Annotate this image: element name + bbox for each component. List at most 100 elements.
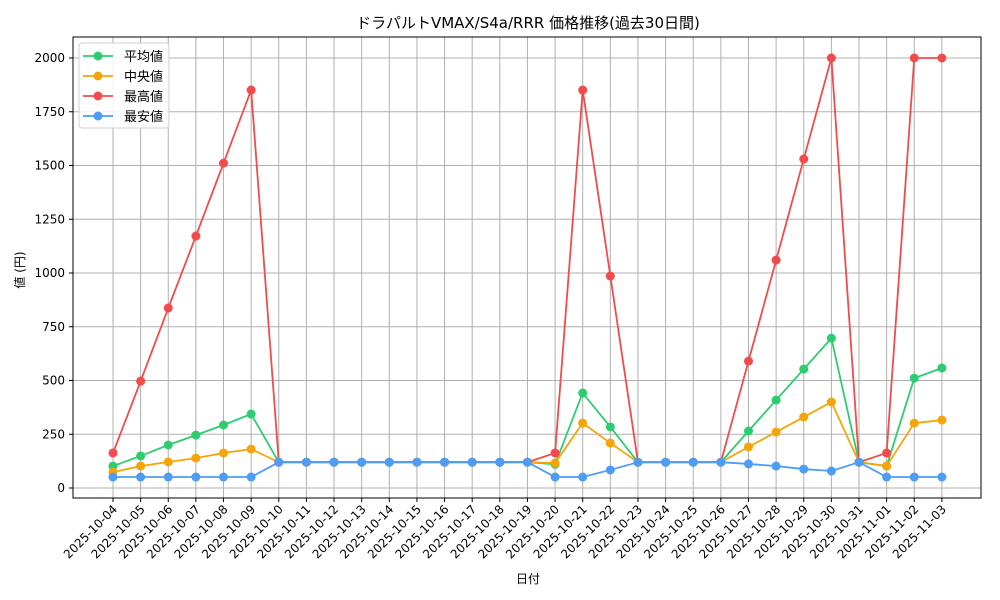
legend-label: 中央値 [124, 69, 163, 85]
data-point [688, 457, 698, 467]
data-point [274, 457, 284, 467]
data-point [826, 333, 836, 343]
data-point [246, 472, 256, 482]
legend-label: 最安値 [124, 109, 163, 125]
data-point [578, 388, 588, 398]
data-point [578, 472, 588, 482]
data-point [578, 85, 588, 95]
data-point [771, 427, 781, 437]
legend-marker-icon [93, 91, 103, 101]
series-3 [108, 457, 947, 482]
data-point [136, 461, 146, 471]
data-point [826, 397, 836, 407]
data-point [937, 363, 947, 373]
data-point [578, 418, 588, 428]
data-point [384, 457, 394, 467]
data-point [605, 465, 615, 475]
data-point [937, 53, 947, 63]
data-point [743, 426, 753, 436]
data-point [716, 457, 726, 467]
data-point [882, 448, 892, 458]
data-point [854, 457, 864, 467]
data-point [329, 457, 339, 467]
data-point [909, 472, 919, 482]
legend-marker-icon [93, 71, 103, 81]
y-tick-label: 1000 [34, 266, 65, 280]
data-point [467, 457, 477, 467]
data-point [799, 412, 809, 422]
data-point [909, 53, 919, 63]
data-point [163, 303, 173, 313]
data-point [826, 53, 836, 63]
data-point [440, 457, 450, 467]
data-point [937, 472, 947, 482]
legend-marker-icon [93, 111, 103, 121]
data-point [136, 376, 146, 386]
data-point [909, 418, 919, 428]
data-point [412, 457, 422, 467]
data-point [219, 448, 229, 458]
data-point [909, 373, 919, 383]
grid-lines [73, 37, 981, 498]
data-point [495, 457, 505, 467]
data-point [882, 461, 892, 471]
data-point [771, 395, 781, 405]
y-tick-label: 250 [42, 427, 65, 441]
data-point [246, 409, 256, 419]
data-point [246, 444, 256, 454]
data-point [163, 457, 173, 467]
legend-label: 平均値 [124, 49, 163, 65]
data-point [550, 458, 560, 468]
y-axis-label: 値 (円) [12, 251, 27, 288]
y-axis: 0 250 500 750 1000 1250 1500 1750 2000 [34, 51, 73, 495]
data-point [826, 466, 836, 476]
data-point [882, 472, 892, 482]
data-point [108, 472, 118, 482]
legend-box [78, 42, 170, 129]
data-point [605, 422, 615, 432]
data-point [301, 457, 311, 467]
y-tick-label: 750 [42, 320, 65, 334]
data-point [799, 154, 809, 164]
chart-title: ドラパルトVMAX/S4a/RRR 価格推移(過去30日間) [356, 14, 700, 32]
data-point [743, 459, 753, 469]
data-point [743, 442, 753, 452]
data-point [219, 472, 229, 482]
data-point [219, 420, 229, 430]
data-point [771, 461, 781, 471]
data-point [605, 438, 615, 448]
data-point [661, 457, 671, 467]
y-tick-label: 1750 [34, 105, 65, 119]
data-point [550, 472, 560, 482]
data-point [799, 464, 809, 474]
data-point [937, 415, 947, 425]
legend-item: 最安値 [83, 109, 163, 125]
data-point [357, 457, 367, 467]
legend-item: 中央値 [83, 69, 163, 85]
data-point [136, 472, 146, 482]
data-point [191, 453, 201, 463]
data-point [136, 451, 146, 461]
y-tick-label: 1250 [34, 212, 65, 226]
legend-item: 最高値 [83, 89, 163, 105]
data-point [191, 231, 201, 241]
data-point [163, 440, 173, 450]
legend-item: 平均値 [83, 49, 163, 65]
y-tick-label: 500 [42, 374, 65, 388]
data-point [522, 457, 532, 467]
y-tick-label: 1500 [34, 159, 65, 173]
data-point [191, 430, 201, 440]
series-layer [108, 53, 947, 482]
data-point [743, 356, 753, 366]
legend-label: 最高値 [124, 89, 163, 105]
data-point [219, 158, 229, 168]
data-point [799, 364, 809, 374]
data-point [191, 472, 201, 482]
data-point [550, 448, 560, 458]
x-axis: 2025-10-042025-10-052025-10-062025-10-07… [61, 498, 949, 561]
data-point [108, 448, 118, 458]
legend-marker-icon [93, 51, 103, 61]
data-point [771, 255, 781, 265]
